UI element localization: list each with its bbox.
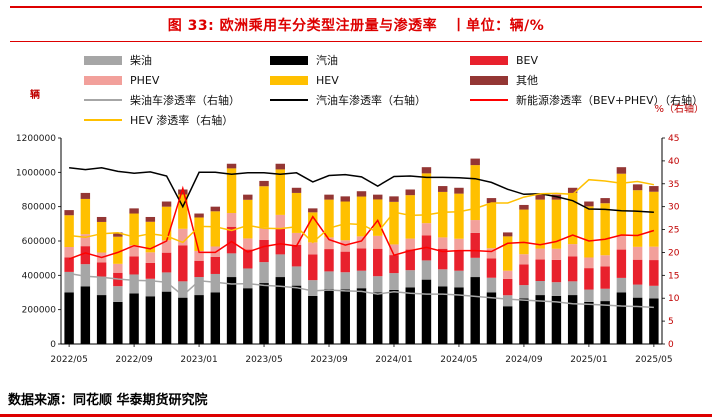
right-tick-label: 0 [668, 340, 674, 350]
figure-header: 图 33: 欧洲乘用车分类型注册量与渗透率 丨单位：辆/% [10, 6, 702, 42]
phev-swatch [84, 75, 122, 85]
diesel-penetration-line-swatch [84, 99, 122, 101]
legend-item-nev-penetration: 新能源渗透率（BEV+PHEV）（右轴） [470, 92, 712, 108]
chart-legend: 柴油 汽油 BEV PHEV HEV 其他 柴油车渗透率（右轴） 汽油车渗透率（… [84, 52, 712, 128]
hev-penetration-line-swatch [84, 119, 122, 121]
bars-phev [64, 213, 659, 279]
legend-item-gasoline-penetration: 汽油车渗透率（右轴） [270, 92, 470, 108]
x-tick-label: 2023/05 [245, 355, 282, 365]
diesel-swatch [84, 55, 122, 65]
figure-title: 图 33: 欧洲乘用车分类型注册量与渗透率 丨单位：辆/% [167, 18, 545, 34]
gasoline-penetration-line-swatch [270, 99, 308, 101]
legend-label: 柴油 [130, 54, 152, 67]
bars-bev [64, 226, 659, 296]
source-note: 数据来源：同花顺 华泰期货研究院 [0, 389, 712, 417]
right-tick-label: 15 [668, 271, 679, 281]
legend-item-bev: BEV [470, 52, 712, 68]
x-tick-label: 2024/05 [440, 355, 477, 365]
right-tick-label: 25 [668, 226, 679, 236]
left-tick-label: 800000 [22, 203, 57, 213]
x-tick-label: 2022/05 [50, 355, 87, 365]
bev-swatch [470, 55, 508, 65]
left-tick-label: 1000000 [16, 168, 56, 178]
line-diesel-penetration [68, 272, 654, 309]
x-tick-label: 2023/09 [310, 355, 348, 365]
legend-label: PHEV [130, 73, 160, 87]
line-gasoline-penetration [69, 167, 654, 213]
legend-item-hev: HEV [270, 72, 470, 88]
chart-canvas: 0 200000 400000 600000 800000 1000000 1200000 0… [16, 134, 680, 365]
left-tick-label: 0 [50, 340, 56, 350]
other-swatch [470, 75, 508, 85]
x-tick-label: 2024/01 [375, 355, 412, 365]
bars-other [64, 158, 659, 237]
legend-label: 其他 [516, 74, 538, 87]
x-tick-label: 2024/09 [505, 355, 543, 365]
gasoline-swatch [270, 55, 308, 65]
legend-item-gasoline: 汽油 [270, 52, 470, 68]
left-tick-label: 200000 [22, 306, 57, 316]
bars-gasoline [64, 277, 659, 345]
source-text: 数据来源：同花顺 华泰期货研究院 [8, 393, 208, 408]
line-hev-penetration [69, 178, 655, 244]
right-tick-label: 35 [668, 180, 679, 190]
left-axis-unit-label: 辆 [30, 90, 40, 101]
line-nev-penetration [68, 185, 655, 260]
legend-item-diesel-penetration: 柴油车渗透率（右轴） [84, 92, 270, 108]
right-tick-label: 5 [668, 317, 674, 327]
legend-label: 新能源渗透率（BEV+PHEV）（右轴） [516, 94, 704, 107]
nev-penetration-line-swatch [470, 99, 508, 101]
right-axis-unit-label: %（右轴） [654, 104, 704, 115]
legend-item-other: 其他 [470, 72, 712, 88]
x-tick-label: 2025/01 [570, 355, 607, 365]
legend-label: HEV [316, 73, 339, 87]
legend-label: 柴油车渗透率（右轴） [130, 94, 240, 107]
footer-rule [0, 414, 712, 417]
x-tick-label: 2022/09 [115, 355, 153, 365]
legend-item-hev-penetration: HEV 渗透率（右轴） [84, 112, 270, 128]
x-tick-label: 2023/01 [180, 355, 217, 365]
left-tick-label: 600000 [22, 237, 57, 247]
left-tick-label: 400000 [22, 271, 57, 281]
right-tick-label: 30 [668, 203, 680, 213]
right-tick-label: 10 [668, 294, 680, 304]
legend-label: 汽油 [316, 54, 338, 67]
right-tick-label: 20 [668, 248, 680, 258]
legend-label: HEV 渗透率（右轴） [130, 114, 234, 127]
legend-item-phev: PHEV [84, 72, 270, 88]
bars-hev [64, 165, 659, 271]
hev-swatch [270, 75, 308, 85]
right-tick-label: 40 [668, 157, 680, 167]
legend-label: BEV [516, 53, 539, 67]
legend-item-diesel: 柴油 [84, 52, 270, 68]
left-tick-label: 1200000 [16, 134, 56, 144]
legend-label: 汽油车渗透率（右轴） [316, 94, 426, 107]
right-tick-label: 45 [668, 134, 679, 144]
x-tick-label: 2025/05 [635, 355, 672, 365]
